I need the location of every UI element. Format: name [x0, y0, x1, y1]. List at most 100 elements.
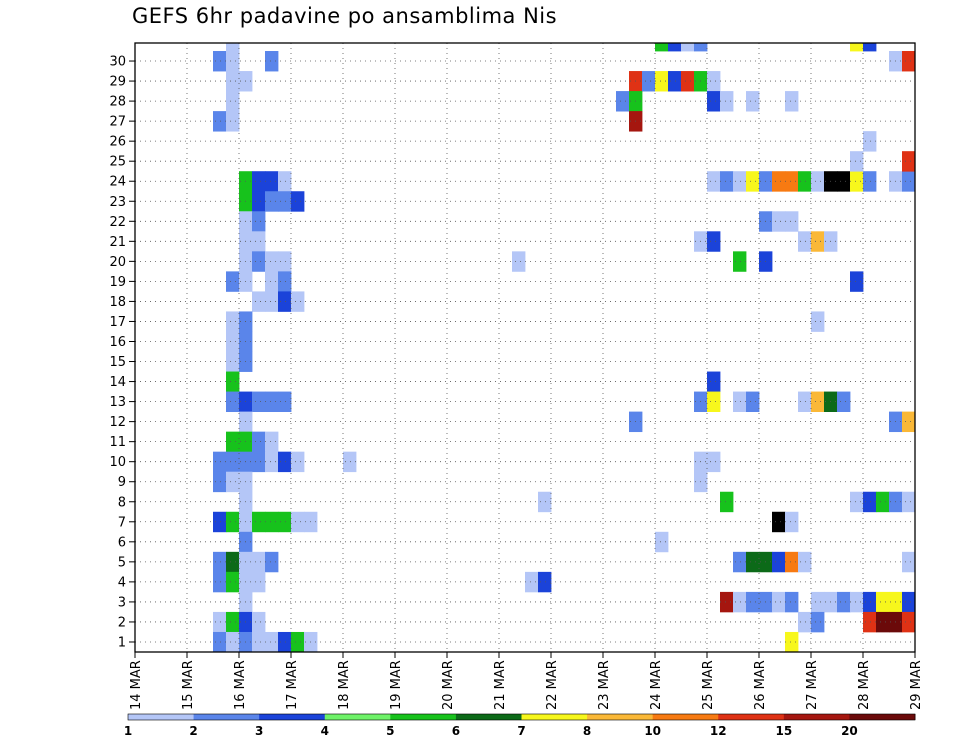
x-tick-label: 22 MAR: [545, 660, 560, 710]
legend-border: [127, 713, 916, 721]
y-tick-label: 24: [109, 175, 126, 190]
y-tick-label: 17: [109, 315, 126, 330]
heatmap-cell: [876, 611, 890, 633]
x-tick-label: 26 MAR: [753, 660, 768, 710]
heatmap-cell: [785, 511, 799, 533]
heatmap-cell: [850, 591, 864, 613]
heatmap-cell: [733, 391, 747, 412]
heatmap-cell: [785, 171, 799, 192]
heatmap-cell: [265, 391, 279, 412]
y-tick-label: 13: [109, 395, 126, 410]
y-tick-label: 21: [109, 235, 126, 250]
heatmap-cell: [278, 511, 292, 533]
heatmap-cell: [252, 291, 266, 312]
heatmap-cell: [902, 611, 916, 633]
x-tick-label: 25 MAR: [701, 660, 716, 710]
legend-swatch: [324, 714, 391, 720]
heatmap-cell: [265, 271, 279, 292]
heatmap-cell: [252, 171, 266, 192]
y-tick-label: 28: [109, 95, 126, 110]
heatmap-cell: [226, 571, 240, 593]
heatmap-cell: [876, 491, 890, 513]
heatmap-cell: [226, 271, 240, 292]
heatmap-cell: [252, 611, 266, 633]
heatmap-cell: [707, 91, 721, 112]
heatmap-cell: [291, 631, 305, 653]
heatmap-cell: [681, 71, 695, 92]
heatmap-cell: [733, 171, 747, 192]
heatmap-cell: [213, 511, 227, 533]
heatmap-cell: [278, 291, 292, 312]
heatmap-cell: [785, 551, 799, 573]
heatmap-cell: [707, 371, 721, 392]
legend-label: 20: [841, 724, 858, 738]
y-tick-label: 22: [109, 215, 126, 230]
heatmap-cell: [668, 71, 682, 92]
y-tick-label: 6: [118, 535, 126, 550]
heatmap-cell: [707, 231, 721, 252]
legend-swatch: [521, 714, 588, 720]
heatmap-cell: [226, 43, 240, 52]
heatmap-cell: [252, 551, 266, 573]
legend-label: 4: [321, 724, 329, 738]
heatmap-cell: [863, 611, 877, 633]
y-tick-label: 26: [109, 135, 126, 150]
chart-title: GEFS 6hr padavine po ansamblima Nis: [132, 4, 558, 28]
legend-label: 2: [189, 724, 197, 738]
heatmap-cell: [785, 631, 799, 653]
heatmap-cell: [252, 231, 266, 252]
heatmap-cell: [265, 171, 279, 192]
heatmap-cell: [252, 391, 266, 412]
y-tick-label: 14: [109, 375, 126, 390]
heatmap-cell: [252, 631, 266, 653]
legend-swatch: [718, 714, 785, 720]
y-tick-label: 8: [118, 495, 126, 510]
heatmap-cell: [226, 311, 240, 332]
heatmap-cell: [278, 191, 292, 212]
x-tick-label: 15 MAR: [181, 660, 196, 710]
heatmap-cell: [512, 251, 526, 272]
y-tick-label: 29: [109, 75, 126, 90]
heatmap-cell: [720, 91, 734, 112]
legend-label: 15: [775, 724, 792, 738]
heatmap-cell: [291, 191, 305, 212]
heatmap-cell: [850, 491, 864, 513]
heatmap-cell: [265, 551, 279, 573]
heatmap-cell: [850, 43, 864, 52]
legend-label: 8: [583, 724, 591, 738]
x-tick-label: 19 MAR: [389, 660, 404, 710]
heatmap-cell: [863, 491, 877, 513]
heatmap-cell: [785, 211, 799, 232]
legend-swatch: [390, 714, 457, 720]
y-tick-label: 16: [109, 335, 126, 350]
heatmap-cell: [252, 191, 266, 212]
heatmap-cell: [226, 451, 240, 473]
heatmap-cell: [811, 591, 825, 613]
legend-swatch: [849, 714, 916, 720]
heatmap-cell: [902, 591, 916, 613]
heatmap-cell: [213, 631, 227, 653]
legend-swatch: [587, 714, 654, 720]
y-tick-label: 19: [109, 275, 126, 290]
x-tick-label: 16 MAR: [233, 660, 248, 710]
x-tick-label: 17 MAR: [285, 660, 300, 710]
heatmap-cell: [265, 451, 279, 473]
heatmap-cell: [642, 71, 656, 92]
heatmap-cell: [837, 171, 851, 192]
heatmap-cell: [265, 251, 279, 272]
heatmap-cell: [733, 551, 747, 573]
heatmap-cell: [226, 631, 240, 653]
heatmap-cell: [798, 171, 812, 192]
heatmap-cell: [720, 171, 734, 192]
y-tick-label: 15: [109, 355, 126, 370]
legend-swatch: [128, 714, 195, 720]
heatmap-cell: [226, 91, 240, 112]
heatmap-cell: [252, 511, 266, 533]
heatmap-cell: [226, 371, 240, 392]
y-tick-label: 27: [109, 115, 126, 130]
heatmap-cell: [226, 551, 240, 573]
heatmap-cell: [538, 571, 552, 593]
heatmap-cell: [265, 51, 279, 72]
heatmap-cell: [265, 431, 279, 453]
